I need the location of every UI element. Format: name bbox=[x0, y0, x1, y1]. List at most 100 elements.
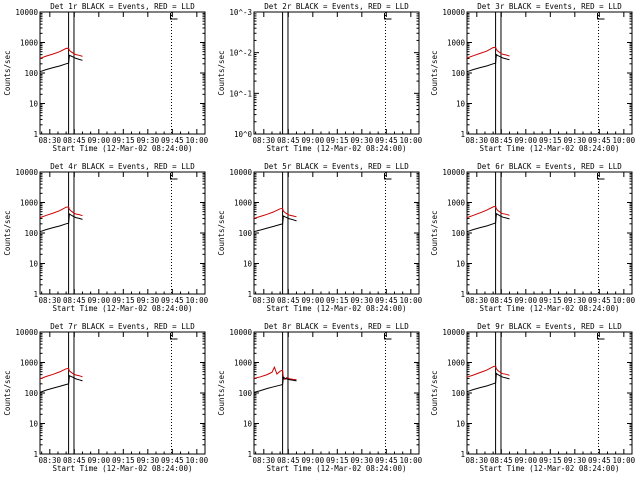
lld-series-line bbox=[466, 205, 510, 219]
x-tick-label: 08:45 bbox=[63, 296, 86, 305]
y-tick-label: 1 bbox=[247, 290, 252, 299]
x-tick-label: 09:00 bbox=[88, 296, 111, 305]
marker-bracket bbox=[597, 13, 605, 20]
x-tick-label: 08:30 bbox=[466, 296, 489, 305]
x-tick-label: 09:45 bbox=[588, 456, 611, 465]
x-tick-label: 09:45 bbox=[161, 296, 184, 305]
y-tick-label: 1000 bbox=[447, 199, 466, 208]
marker-bracket bbox=[384, 173, 392, 180]
marker-bracket bbox=[597, 333, 605, 340]
x-tick-label: 09:30 bbox=[564, 456, 587, 465]
events-series-line bbox=[253, 376, 297, 393]
x-tick-label: 09:30 bbox=[351, 136, 374, 145]
x-tick-label: 09:15 bbox=[539, 456, 562, 465]
y-tick-label: 10000 bbox=[442, 168, 465, 177]
x-tick-label: 08:45 bbox=[277, 296, 300, 305]
x-tick-label: 09:45 bbox=[588, 136, 611, 145]
x-tick-label: 08:30 bbox=[253, 136, 276, 145]
x-tick-label: 09:45 bbox=[161, 456, 184, 465]
x-tick-label: 09:30 bbox=[564, 296, 587, 305]
x-tick-label: 09:30 bbox=[137, 456, 160, 465]
x-axis-label: Start Time (12-Mar-02 08:24:00) bbox=[53, 464, 193, 473]
panel-det2: Det 2r BLACK = Events, RED = LLD 10^0 10^-… bbox=[217, 2, 423, 153]
y-tick-label: 100 bbox=[24, 229, 38, 238]
x-tick-label: 09:15 bbox=[539, 136, 562, 145]
y-tick-label: 10 bbox=[29, 420, 39, 429]
panel-det9: Det 9r BLACK = Events, RED = LLD 1 10 100 10… bbox=[430, 322, 636, 473]
y-tick-label: 1 bbox=[460, 130, 465, 139]
panel-det1: Det 1r BLACK = Events, RED = LLD 1 10 100 10… bbox=[3, 2, 209, 153]
lld-series-line bbox=[39, 47, 83, 59]
x-tick-label: 08:30 bbox=[253, 456, 276, 465]
x-tick-label: 08:45 bbox=[63, 136, 86, 145]
x-tick-label: 09:30 bbox=[351, 296, 374, 305]
x-tick-label: 09:45 bbox=[161, 136, 184, 145]
y-tick-label: 10000 bbox=[442, 328, 465, 337]
panel-det6: Det 6r BLACK = Events, RED = LLD 1 10 100 10… bbox=[430, 162, 636, 313]
x-axis-label: Start Time (12-Mar-02 08:24:00) bbox=[480, 144, 620, 153]
x-axis-label: Start Time (12-Mar-02 08:24:00) bbox=[480, 464, 620, 473]
events-series-line bbox=[466, 53, 510, 73]
lld-series-line bbox=[253, 207, 297, 219]
y-axis-label: Counts/sec bbox=[3, 210, 12, 255]
x-axis-label: Start Time (12-Mar-02 08:24:00) bbox=[53, 304, 193, 313]
panel-det8: Det 8r BLACK = Events, RED = LLD 1 10 100 10… bbox=[217, 322, 423, 473]
plot-frame bbox=[466, 331, 633, 455]
x-tick-label: 09:15 bbox=[539, 296, 562, 305]
y-tick-label: 1 bbox=[33, 130, 38, 139]
x-tick-label: 08:30 bbox=[466, 456, 489, 465]
panel-det3: Det 3r BLACK = Events, RED = LLD 1 10 100 10… bbox=[430, 2, 636, 153]
x-tick-label: 09:00 bbox=[515, 456, 538, 465]
x-tick-label: 08:30 bbox=[253, 296, 276, 305]
panel-title: Det 6r BLACK = Events, RED = LLD bbox=[477, 162, 622, 171]
marker-bracket bbox=[170, 173, 178, 180]
panel-title: Det 2r BLACK = Events, RED = LLD bbox=[264, 2, 409, 11]
events-series-line bbox=[466, 212, 510, 233]
lld-series-line bbox=[39, 367, 83, 380]
y-tick-label: 10 bbox=[456, 420, 466, 429]
panel-title: Det 9r BLACK = Events, RED = LLD bbox=[477, 322, 622, 331]
x-tick-label: 10:00 bbox=[613, 456, 636, 465]
x-tick-label: 08:45 bbox=[490, 456, 513, 465]
events-series-line bbox=[466, 372, 510, 393]
x-tick-label: 10:00 bbox=[400, 456, 423, 465]
y-tick-label: 10000 bbox=[15, 328, 38, 337]
events-series-line bbox=[39, 374, 83, 393]
lld-series-line bbox=[253, 365, 297, 381]
x-tick-label: 09:15 bbox=[112, 456, 135, 465]
x-tick-label: 09:15 bbox=[112, 136, 135, 145]
x-tick-label: 09:15 bbox=[112, 296, 135, 305]
x-tick-label: 09:00 bbox=[302, 456, 325, 465]
y-tick-label: 100 bbox=[24, 69, 38, 78]
panel-title: Det 8r BLACK = Events, RED = LLD bbox=[264, 322, 409, 331]
x-tick-label: 10:00 bbox=[186, 136, 209, 145]
y-tick-label: 10 bbox=[29, 260, 39, 269]
x-tick-label: 08:45 bbox=[277, 456, 300, 465]
x-tick-label: 09:15 bbox=[326, 136, 349, 145]
x-tick-label: 09:00 bbox=[302, 136, 325, 145]
y-tick-label: 10 bbox=[29, 100, 39, 109]
x-tick-label: 09:00 bbox=[302, 296, 325, 305]
panel-title: Det 4r BLACK = Events, RED = LLD bbox=[50, 162, 195, 171]
y-tick-label: 1 bbox=[460, 450, 465, 459]
x-tick-label: 09:00 bbox=[88, 136, 111, 145]
y-tick-label: 1000 bbox=[447, 359, 466, 368]
y-tick-label: 1000 bbox=[234, 359, 253, 368]
x-tick-label: 09:45 bbox=[375, 136, 398, 145]
x-tick-label: 10:00 bbox=[400, 296, 423, 305]
x-tick-label: 09:15 bbox=[326, 296, 349, 305]
plot-frame bbox=[253, 171, 420, 295]
x-tick-label: 10:00 bbox=[186, 456, 209, 465]
y-tick-label: 100 bbox=[238, 229, 252, 238]
y-axis-label: Counts/sec bbox=[217, 370, 226, 415]
x-tick-label: 09:00 bbox=[515, 296, 538, 305]
marker-bracket bbox=[597, 173, 605, 180]
x-tick-label: 09:30 bbox=[137, 136, 160, 145]
panel-title: Det 7r BLACK = Events, RED = LLD bbox=[50, 322, 195, 331]
y-axis-label: Counts/sec bbox=[3, 50, 12, 95]
x-axis-label: Start Time (12-Mar-02 08:24:00) bbox=[267, 144, 407, 153]
x-tick-label: 08:30 bbox=[466, 136, 489, 145]
panel-title: Det 1r BLACK = Events, RED = LLD bbox=[50, 2, 195, 11]
y-tick-label: 1000 bbox=[20, 199, 39, 208]
